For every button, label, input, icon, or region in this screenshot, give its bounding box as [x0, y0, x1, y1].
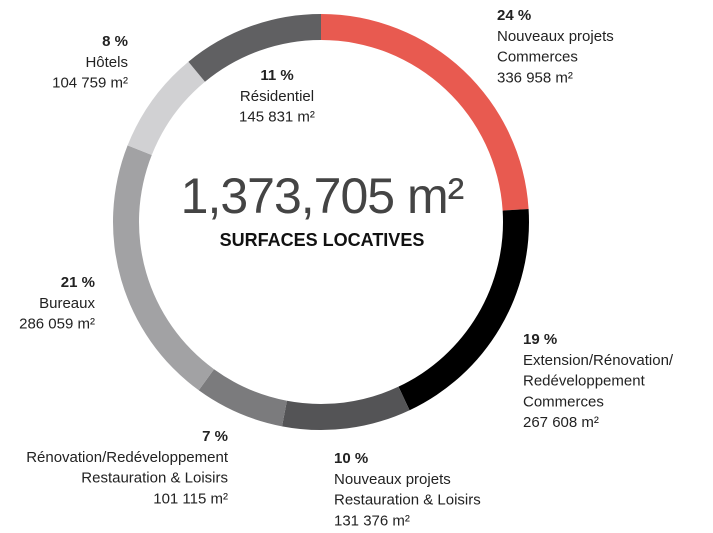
- segment-name: Nouveaux projets: [497, 28, 614, 45]
- percent-label: 11 %: [260, 67, 293, 84]
- segment-name: Commerces: [497, 49, 578, 66]
- area-label: 104 759 m²: [52, 75, 128, 92]
- area-label: 131 376 m²: [334, 512, 410, 529]
- donut-segment: [321, 14, 529, 211]
- donut-segment: [188, 14, 321, 82]
- segment-name: Restauration & Loisirs: [334, 492, 481, 509]
- percent-label: 10 %: [334, 450, 368, 467]
- subtitle: SURFACES LOCATIVES: [220, 230, 425, 250]
- segment-name: Hôtels: [85, 54, 128, 71]
- segment-name: Rénovation/Redéveloppement: [26, 449, 229, 466]
- segment-name: Redéveloppement: [523, 373, 646, 390]
- area-label: 336 958 m²: [497, 69, 573, 86]
- percent-label: 21 %: [61, 274, 95, 291]
- percent-label: 24 %: [497, 7, 531, 24]
- donut-segment: [127, 61, 205, 156]
- donut-segment: [198, 369, 287, 427]
- segment-name: Commerces: [523, 393, 604, 410]
- segment-name: Nouveaux projets: [334, 471, 451, 488]
- segment-name: Résidentiel: [240, 88, 314, 105]
- donut-segment: [282, 386, 410, 430]
- segment-name: Bureaux: [39, 295, 95, 312]
- area-label: 267 608 m²: [523, 414, 599, 431]
- area-label: 145 831 m²: [239, 109, 315, 126]
- percent-label: 7 %: [202, 428, 228, 445]
- segment-name: Extension/Rénovation/: [523, 352, 674, 369]
- percent-label: 19 %: [523, 331, 557, 348]
- segment-name: Restauration & Loisirs: [81, 470, 228, 487]
- area-label: 101 115 m²: [153, 490, 228, 507]
- percent-label: 8 %: [102, 33, 128, 50]
- area-label: 286 059 m²: [19, 316, 95, 333]
- donut-segment: [112, 145, 215, 391]
- donut-segment: [398, 208, 529, 411]
- total: 1,373,705 m²: [181, 168, 464, 224]
